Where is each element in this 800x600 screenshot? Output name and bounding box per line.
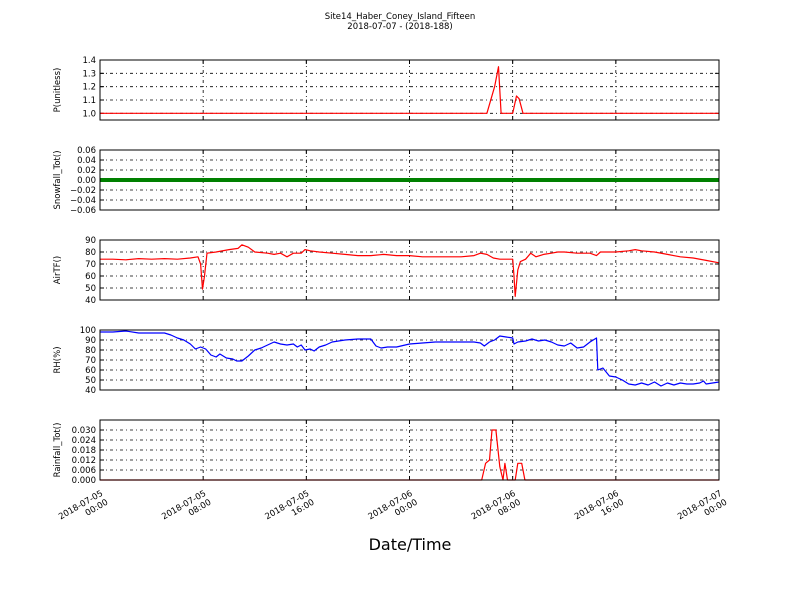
ytick-label-snow-0: −0.06	[70, 206, 96, 216]
ytick-label-rain-1: 0.006	[72, 466, 96, 476]
chart-title-line2: 2018-07-07 - (2018-188)	[347, 22, 452, 32]
ytick-label-air-0: 40	[85, 296, 96, 306]
ytick-label-snow-1: −0.04	[70, 196, 96, 206]
ytick-label-rh-2: 60	[85, 366, 96, 376]
series-line-p	[100, 66, 719, 114]
panel-snow: −0.06−0.04−0.020.000.020.040.06 Snowfall_…	[53, 146, 720, 216]
ytick-label-snow-2: −0.02	[70, 186, 96, 196]
xtick-label-5: 2018-07-0616:00	[573, 489, 626, 531]
y-axis-label-rh: RH(%)	[53, 346, 63, 373]
axes-frame-air	[99, 239, 720, 301]
ytick-label-snow-5: 0.04	[77, 156, 96, 166]
xtick-label-0: 2018-07-0500:00	[57, 489, 110, 531]
ytick-label-air-4: 80	[85, 248, 96, 258]
ytick-label-snow-3: 0.00	[77, 176, 96, 186]
xtick-label-3: 2018-07-0600:00	[367, 489, 420, 531]
ytick-label-rh-1: 50	[85, 376, 96, 386]
y-axis-label-rain: Rainfall_Tot()	[53, 423, 63, 478]
y-axis-label-snow: Snowfall_Tot()	[53, 150, 63, 209]
ytick-label-rh-0: 40	[85, 386, 96, 396]
series-line-air	[100, 244, 720, 297]
ytick-label-rh-6: 100	[80, 326, 96, 336]
xtick-label-6: 2018-07-0700:00	[676, 489, 729, 531]
ytick-label-rh-5: 90	[85, 336, 96, 346]
x-tick-labels: 2018-07-0500:00 2018-07-0508:00 2018-07-05…	[57, 489, 729, 531]
ytick-label-rain-0: 0.000	[72, 476, 96, 486]
ytick-label-p-0: 1.0	[82, 109, 96, 119]
ytick-label-air-5: 90	[85, 236, 96, 246]
ytick-label-p-3: 1.3	[82, 69, 96, 79]
panel-air: 40 50 60 70 80 90 AirTF()	[53, 236, 720, 306]
ytick-label-rh-4: 80	[85, 346, 96, 356]
ytick-label-snow-4: 0.02	[77, 166, 96, 176]
ytick-label-p-1: 1.1	[82, 96, 96, 106]
ytick-label-p-4: 1.4	[82, 56, 96, 66]
axes-frame-rain	[99, 419, 720, 481]
ytick-label-air-3: 70	[85, 260, 96, 270]
ytick-label-air-1: 50	[85, 284, 96, 294]
ytick-label-air-2: 60	[85, 272, 96, 282]
ytick-label-snow-6: 0.06	[77, 146, 96, 156]
ytick-label-rain-5: 0.030	[72, 426, 96, 436]
axes-frame-p	[99, 59, 720, 121]
ytick-label-p-2: 1.2	[82, 83, 96, 93]
xtick-label-4: 2018-07-0608:00	[470, 489, 523, 531]
ytick-label-rain-2: 0.012	[72, 456, 96, 466]
y-axis-label-p: P(unitless)	[53, 68, 63, 113]
xtick-label-2: 2018-07-0516:00	[263, 489, 316, 531]
panels: 1.0 1.1 1.2 1.3 1.4 P(unitless) −0.06−0.04−0.0…	[53, 56, 720, 486]
y-axis-label-air: AirTF()	[53, 256, 63, 284]
axes-frame-snow	[99, 149, 720, 211]
ytick-label-rain-3: 0.018	[72, 446, 96, 456]
x-axis-label: Date/Time	[369, 535, 452, 554]
xtick-label-1: 2018-07-0508:00	[160, 489, 213, 531]
ytick-label-rh-3: 70	[85, 356, 96, 366]
axes-frame-rh	[99, 329, 720, 391]
chart-title-line1: Site14_Haber_Coney_Island_Fifteen	[325, 12, 476, 22]
panel-p: 1.0 1.1 1.2 1.3 1.4 P(unitless)	[53, 56, 720, 121]
ytick-label-rain-4: 0.024	[72, 436, 96, 446]
series-line-rh	[100, 330, 720, 387]
